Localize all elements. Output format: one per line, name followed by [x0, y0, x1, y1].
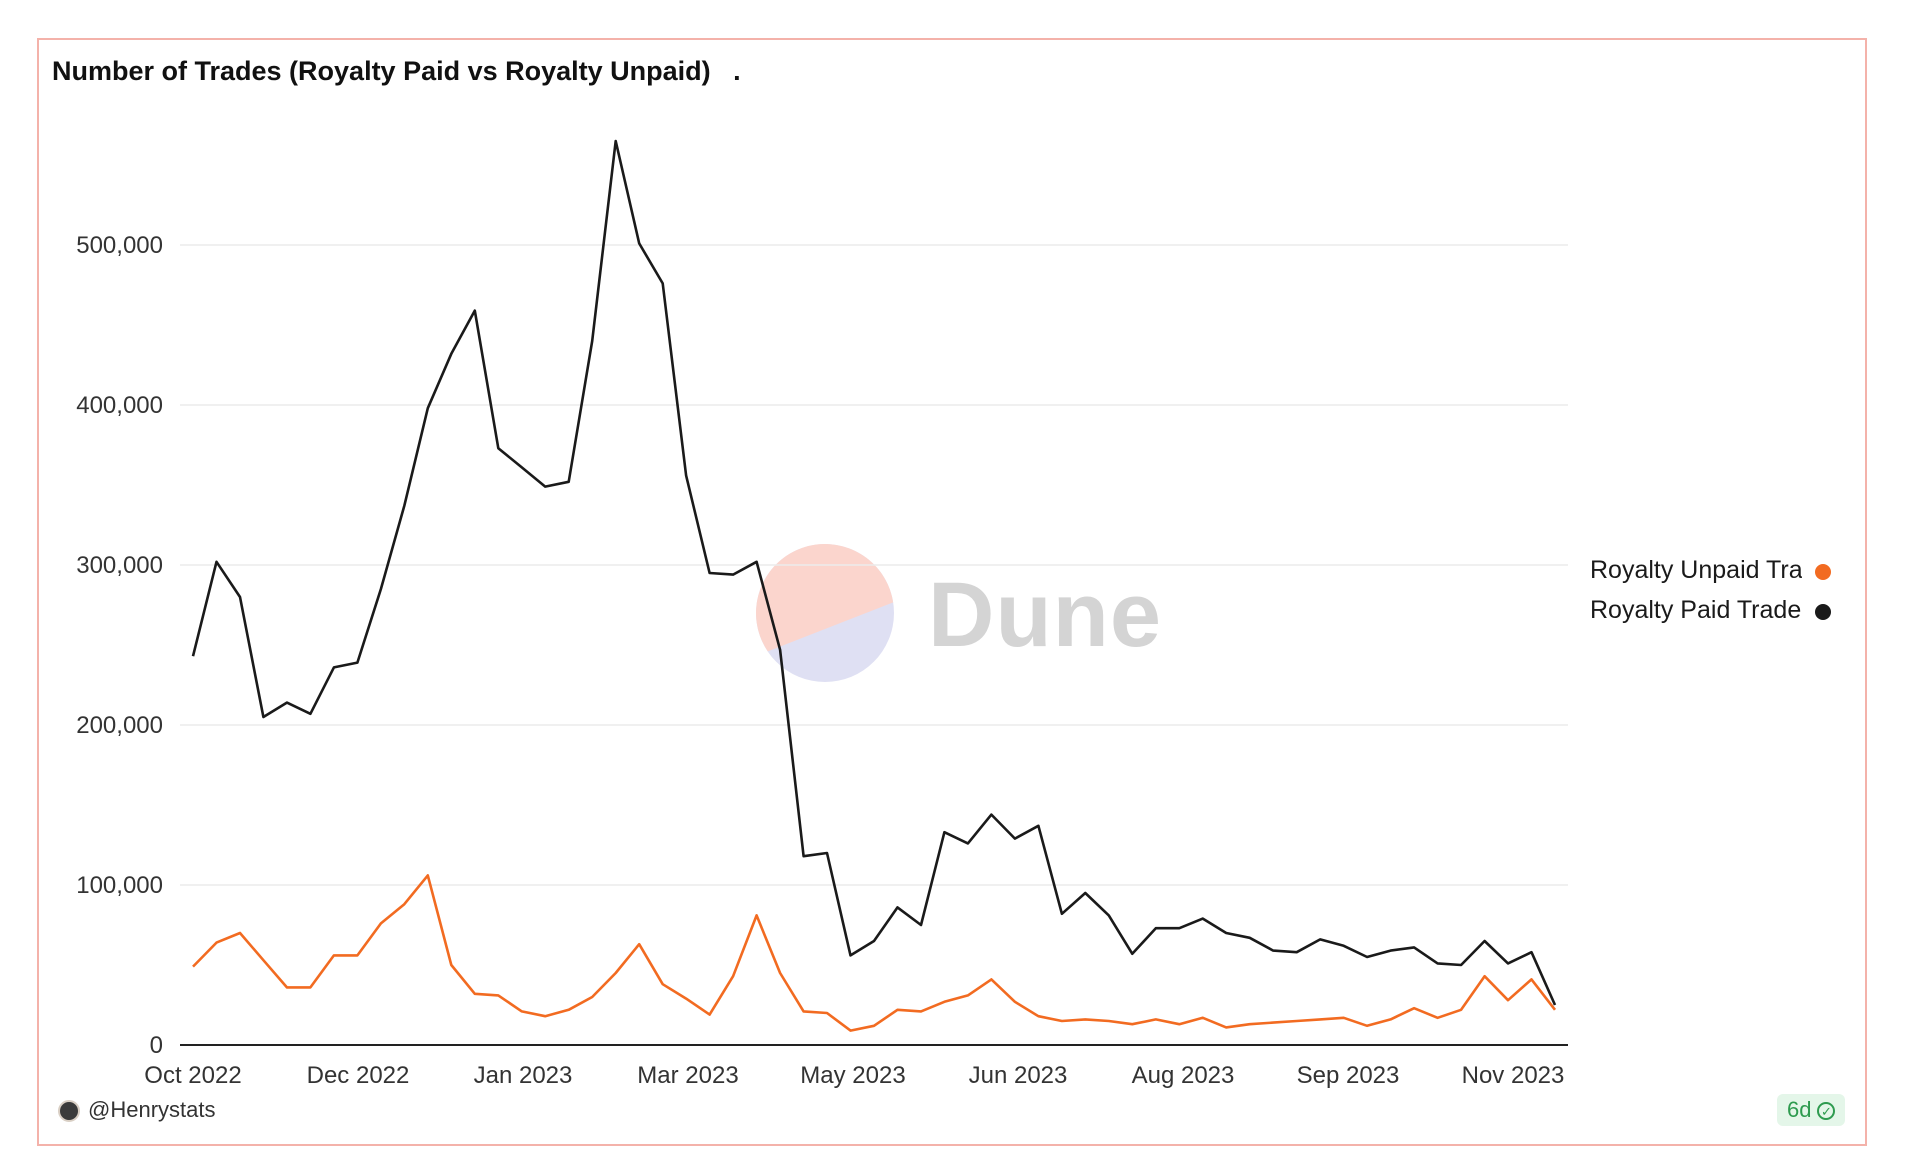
dune-logo-icon: [756, 544, 894, 682]
y-tick-label: 100,000: [76, 872, 163, 899]
x-tick-label: Dec 2022: [307, 1062, 410, 1089]
x-tick-label: May 2023: [800, 1062, 905, 1089]
badge-label: 6d: [1787, 1097, 1812, 1122]
y-tick-label: 0: [150, 1032, 163, 1059]
x-tick-label: Jun 2023: [969, 1062, 1068, 1089]
check-icon: ✓: [1817, 1102, 1836, 1121]
legend-dot-paid: [1815, 604, 1831, 620]
y-tick-label: 500,000: [76, 232, 163, 259]
author-link[interactable]: @Henrystats: [58, 1097, 215, 1123]
x-tick-label: Jan 2023: [474, 1062, 573, 1089]
legend-item-paid[interactable]: Royalty Paid Trade: [1590, 596, 1831, 636]
x-tick-label: Mar 2023: [637, 1062, 738, 1089]
legend-label-paid: Royalty Paid Trade: [1590, 596, 1802, 624]
chart-card: [37, 38, 1867, 1146]
legend-label-unpaid: Royalty Unpaid Tra: [1590, 556, 1802, 584]
y-tick-label: 300,000: [76, 552, 163, 579]
author-name: @Henrystats: [88, 1097, 216, 1122]
legend-dot-unpaid: [1815, 564, 1831, 580]
x-tick-label: Nov 2023: [1462, 1062, 1565, 1089]
y-tick-label: 200,000: [76, 712, 163, 739]
chart-title: Number of Trades (Royalty Paid vs Royalt…: [52, 56, 741, 86]
x-tick-label: Sep 2023: [1297, 1062, 1400, 1089]
x-tick-label: Aug 2023: [1132, 1062, 1235, 1089]
series-line-paid[interactable]: [191, 139, 1557, 1006]
legend-item-unpaid[interactable]: Royalty Unpaid Tra: [1590, 556, 1831, 596]
legend: Royalty Unpaid Tra Royalty Paid Trade: [1590, 556, 1831, 636]
series-line-unpaid[interactable]: [192, 874, 1557, 1032]
dune-watermark: Dune: [928, 564, 1162, 666]
freshness-badge[interactable]: 6d ✓: [1777, 1094, 1846, 1126]
y-tick-label: 400,000: [76, 392, 163, 419]
avatar: [58, 1100, 80, 1123]
x-tick-label: Oct 2022: [144, 1062, 241, 1089]
